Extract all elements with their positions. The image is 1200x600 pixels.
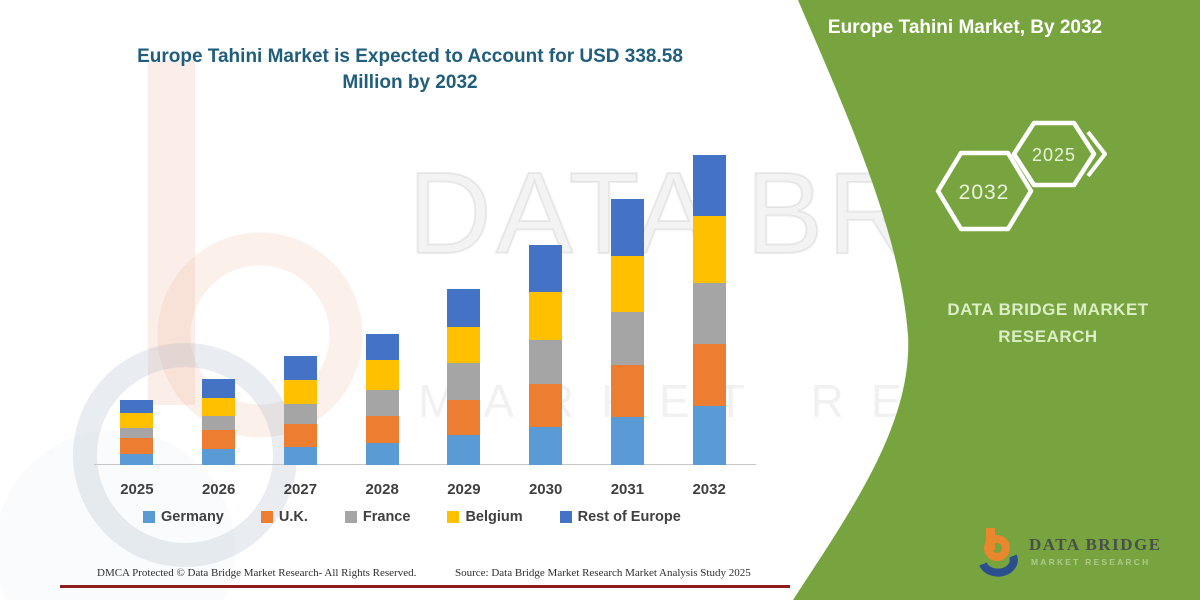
x-axis-label: 2032: [692, 481, 726, 498]
legend-item: France: [344, 509, 411, 525]
x-axis-label: 2030: [528, 481, 563, 498]
bar-segment-rest-of-europe: [447, 289, 481, 327]
year-hexagons: 2032 2025: [935, 120, 1107, 232]
green-panel-shape: [793, 0, 1200, 600]
bar-segment-belgium: [283, 379, 317, 404]
panel-brand-line1: DATA BRIDGE MARKET: [947, 300, 1149, 319]
bar-segment-u-k-: [529, 383, 563, 428]
hexagon-2025: [1011, 120, 1097, 188]
panel-brand-line2: RESEARCH: [998, 327, 1098, 346]
panel-title: Europe Tahini Market, By 2032: [827, 17, 1103, 38]
bar-segment-germany: [365, 443, 399, 465]
legend-item: Rest of Europe: [559, 509, 681, 525]
watermark-b-stem: [148, 60, 195, 405]
bar-segment-u-k-: [202, 430, 236, 450]
bar-segment-belgium: [365, 359, 399, 390]
hexagon-partial-outline: [1086, 130, 1107, 178]
x-axis-label: 2031: [610, 481, 645, 498]
bar-segment-france: [202, 415, 236, 431]
databridge-logo: DATA BRIDGE MARKET RESEARCH: [973, 526, 1173, 582]
logo-subtitle: MARKET RESEARCH: [1031, 557, 1151, 567]
bar-segment-belgium: [692, 216, 726, 283]
bar-segment-germany: [610, 417, 644, 465]
bar-segment-france: [692, 282, 726, 345]
bar-segment-rest-of-europe: [120, 400, 154, 413]
bar-segment-belgium: [529, 291, 563, 340]
databridge-logo-icon: [979, 528, 1018, 577]
x-axis-line: [94, 464, 756, 465]
bar-segment-germany: [283, 446, 317, 465]
x-axis-label: 2027: [283, 481, 318, 498]
bar-segment-belgium: [120, 412, 154, 428]
logo-b-bowl: [984, 535, 1010, 561]
bar-segment-u-k-: [447, 400, 481, 435]
bar-segment-france: [447, 363, 481, 400]
legend-label: U.K.: [278, 509, 308, 525]
legend-marker: [559, 511, 572, 523]
chart-title: Europe Tahini Market is Expected to Acco…: [137, 46, 683, 93]
legend-label: Rest of Europe: [577, 509, 681, 525]
legend-label: Belgium: [465, 509, 523, 525]
bar-segment-rest-of-europe: [283, 356, 317, 380]
footer-dmca-text: DMCA Protected © Data Bridge Market Rese…: [97, 567, 417, 579]
bar-segment-rest-of-europe: [365, 333, 399, 360]
bar-segment-germany: [447, 434, 481, 465]
bar-segment-france: [365, 389, 399, 416]
hexagon-2032: [935, 150, 1034, 232]
bar-segment-germany: [120, 454, 154, 465]
bar-segment-france: [120, 427, 154, 438]
bottom-red-divider: [60, 585, 790, 588]
bar-segment-u-k-: [283, 423, 317, 447]
bar-segment-rest-of-europe: [529, 244, 563, 292]
legend-label: Germany: [161, 509, 224, 525]
bar-segment-u-k-: [692, 344, 726, 407]
bar-segment-belgium: [610, 256, 644, 313]
logo-d-swoosh: [979, 554, 1018, 577]
bar-chart: 2025 2026 2027 2028 2029 2030 2031 2032: [94, 140, 756, 498]
legend-label: France: [362, 509, 411, 525]
x-axis-label: 2026: [201, 481, 236, 498]
footer-source-text: Source: Data Bridge Market Research Mark…: [455, 567, 751, 579]
legend-marker: [260, 511, 273, 523]
bar-segment-germany: [202, 449, 236, 465]
bar-segment-belgium: [202, 398, 236, 416]
bar-segment-u-k-: [120, 438, 154, 455]
bar-segment-germany: [692, 406, 726, 465]
bar-segment-france: [529, 339, 563, 384]
x-axis-label: 2028: [365, 481, 399, 498]
watermark-d-fill: [0, 430, 235, 600]
bar-segment-france: [610, 312, 644, 366]
bar-segment-rest-of-europe: [202, 379, 236, 399]
legend-item: Germany: [143, 509, 224, 525]
legend-marker: [447, 511, 460, 523]
legend-item: Belgium: [447, 509, 523, 525]
bar-segment-belgium: [447, 326, 481, 364]
legend-marker: [344, 511, 357, 523]
bar-segment-germany: [529, 427, 563, 465]
legend-marker: [143, 511, 155, 523]
legend: Germany U.K. France Belgium Rest of Europe: [143, 509, 681, 525]
hexagon-2025-label: 2025: [1032, 145, 1076, 165]
legend-item: U.K.: [260, 509, 308, 525]
panel-brand-text: DATA BRIDGE MARKET RESEARCH: [928, 296, 1168, 350]
logo-name: DATA BRIDGE: [1029, 535, 1162, 554]
x-axis-label: 2029: [447, 481, 481, 498]
hexagon-2032-label: 2032: [959, 181, 1010, 204]
x-axis-label: 2025: [120, 481, 154, 498]
watermark-b-bowl: [157, 232, 363, 438]
bar-segment-france: [283, 403, 317, 424]
bar-segment-rest-of-europe: [692, 155, 726, 217]
bar-segment-rest-of-europe: [610, 199, 644, 257]
bar-segment-u-k-: [365, 415, 399, 444]
bar-segment-u-k-: [610, 365, 644, 418]
